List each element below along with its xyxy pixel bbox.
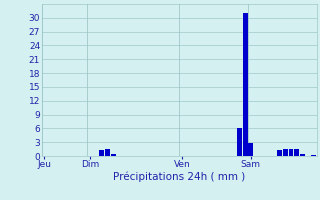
Bar	[277, 150, 282, 156]
Bar	[289, 149, 293, 156]
X-axis label: Précipitations 24h ( mm ): Précipitations 24h ( mm )	[113, 172, 245, 182]
Bar	[237, 128, 242, 156]
Bar	[300, 154, 305, 156]
Bar	[243, 13, 248, 156]
Bar	[111, 154, 116, 156]
Bar	[105, 149, 110, 156]
Bar	[100, 150, 104, 156]
Bar	[283, 149, 288, 156]
Bar	[248, 143, 253, 156]
Bar	[294, 149, 299, 156]
Bar	[311, 155, 316, 156]
